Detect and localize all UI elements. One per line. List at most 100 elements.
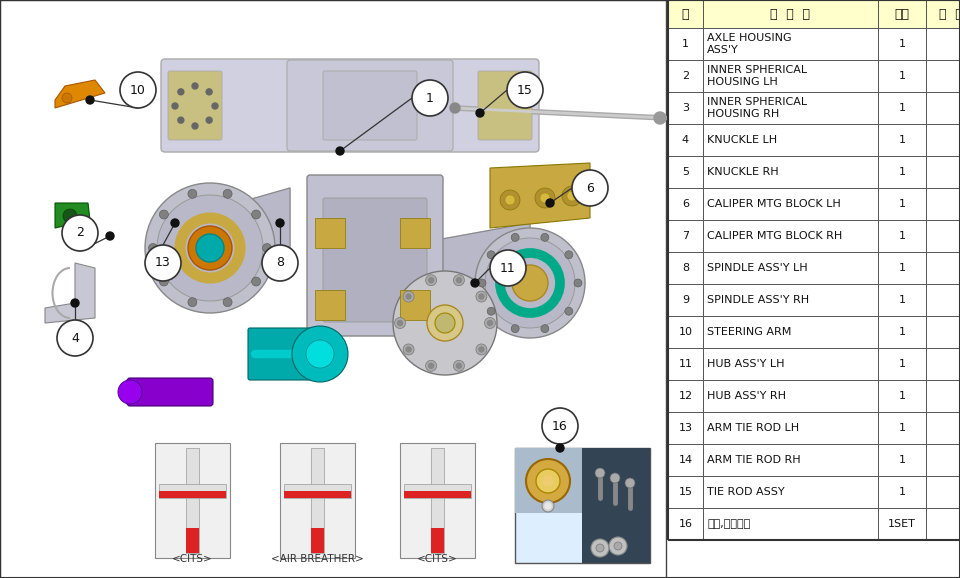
Circle shape [223, 298, 232, 307]
Circle shape [453, 360, 465, 371]
Circle shape [178, 117, 184, 123]
Bar [703, 508, 878, 540]
Circle shape [562, 186, 582, 206]
Bar [280, 443, 355, 558]
Circle shape [478, 279, 486, 287]
Circle shape [306, 340, 334, 368]
Text: STEERING ARM: STEERING ARM [707, 327, 791, 337]
Circle shape [292, 326, 348, 382]
Circle shape [542, 408, 578, 444]
Text: 10: 10 [679, 327, 692, 337]
Circle shape [425, 275, 437, 286]
Circle shape [453, 275, 465, 286]
Bar [878, 28, 926, 60]
Text: HUB ASS'Y LH: HUB ASS'Y LH [707, 359, 784, 369]
Bar [703, 60, 878, 92]
Circle shape [479, 347, 484, 352]
Circle shape [625, 478, 635, 488]
Circle shape [487, 251, 495, 259]
Circle shape [428, 277, 434, 283]
Bar [926, 380, 960, 412]
Bar [0, 0, 666, 578]
Text: 기타,조립부품: 기타,조립부품 [707, 519, 751, 529]
Bar [158, 484, 227, 498]
Text: ARM TIE ROD RH: ARM TIE ROD RH [707, 455, 801, 465]
Text: 비  고: 비 고 [939, 8, 960, 20]
Text: 1: 1 [426, 91, 434, 105]
Polygon shape [55, 80, 105, 108]
Circle shape [450, 103, 460, 113]
Bar [582, 448, 650, 563]
Text: 1: 1 [899, 263, 905, 273]
Bar [515, 448, 650, 563]
Circle shape [485, 238, 575, 328]
Text: 15: 15 [679, 487, 692, 497]
Circle shape [540, 325, 549, 333]
Bar [668, 380, 703, 412]
Bar [926, 508, 960, 540]
Text: 15: 15 [517, 83, 533, 97]
Circle shape [262, 245, 298, 281]
Circle shape [507, 72, 543, 108]
Bar [878, 220, 926, 252]
Bar [400, 290, 430, 320]
Bar [878, 156, 926, 188]
Bar [878, 348, 926, 380]
Text: 1: 1 [899, 295, 905, 305]
Bar [703, 316, 878, 348]
Circle shape [511, 234, 519, 242]
Circle shape [654, 112, 666, 124]
Circle shape [406, 347, 411, 352]
Text: 7: 7 [682, 231, 689, 241]
Text: 1: 1 [899, 39, 905, 49]
Text: 16: 16 [552, 420, 568, 432]
Bar [878, 316, 926, 348]
Bar [400, 218, 430, 248]
Circle shape [157, 195, 263, 301]
Circle shape [62, 93, 72, 103]
Text: 1: 1 [899, 135, 905, 145]
Bar [878, 0, 926, 28]
Circle shape [188, 226, 232, 270]
Text: <CITS>: <CITS> [172, 554, 212, 564]
Circle shape [456, 277, 462, 283]
Bar [926, 124, 960, 156]
Bar [878, 476, 926, 508]
Circle shape [567, 191, 577, 201]
Bar [284, 484, 351, 498]
Text: 16: 16 [679, 519, 692, 529]
Text: 11: 11 [500, 261, 516, 275]
Circle shape [395, 317, 405, 328]
Bar [703, 380, 878, 412]
Circle shape [252, 210, 260, 219]
Circle shape [614, 542, 622, 550]
Bar [311, 448, 324, 553]
Bar [668, 284, 703, 316]
Circle shape [512, 265, 548, 301]
Text: 6: 6 [682, 199, 689, 209]
Text: 6: 6 [586, 181, 594, 195]
Text: 10: 10 [130, 83, 146, 97]
Text: 1: 1 [899, 71, 905, 81]
Bar [668, 92, 703, 124]
Circle shape [62, 215, 98, 251]
Bar [703, 124, 878, 156]
FancyBboxPatch shape [287, 60, 453, 151]
Bar [926, 156, 960, 188]
Text: 8: 8 [276, 257, 284, 269]
Bar [315, 218, 345, 248]
Circle shape [412, 80, 448, 116]
Circle shape [397, 320, 402, 325]
Bar [703, 284, 878, 316]
Text: 3: 3 [682, 103, 689, 113]
Circle shape [545, 503, 551, 509]
Circle shape [262, 243, 272, 253]
Bar [878, 380, 926, 412]
Text: INNER SPHERICAL
HOUSING RH: INNER SPHERICAL HOUSING RH [707, 97, 807, 119]
Circle shape [106, 232, 114, 240]
Bar [284, 491, 351, 498]
Text: 13: 13 [156, 257, 171, 269]
Text: 1: 1 [899, 391, 905, 401]
Text: 11: 11 [679, 359, 692, 369]
Bar [926, 284, 960, 316]
